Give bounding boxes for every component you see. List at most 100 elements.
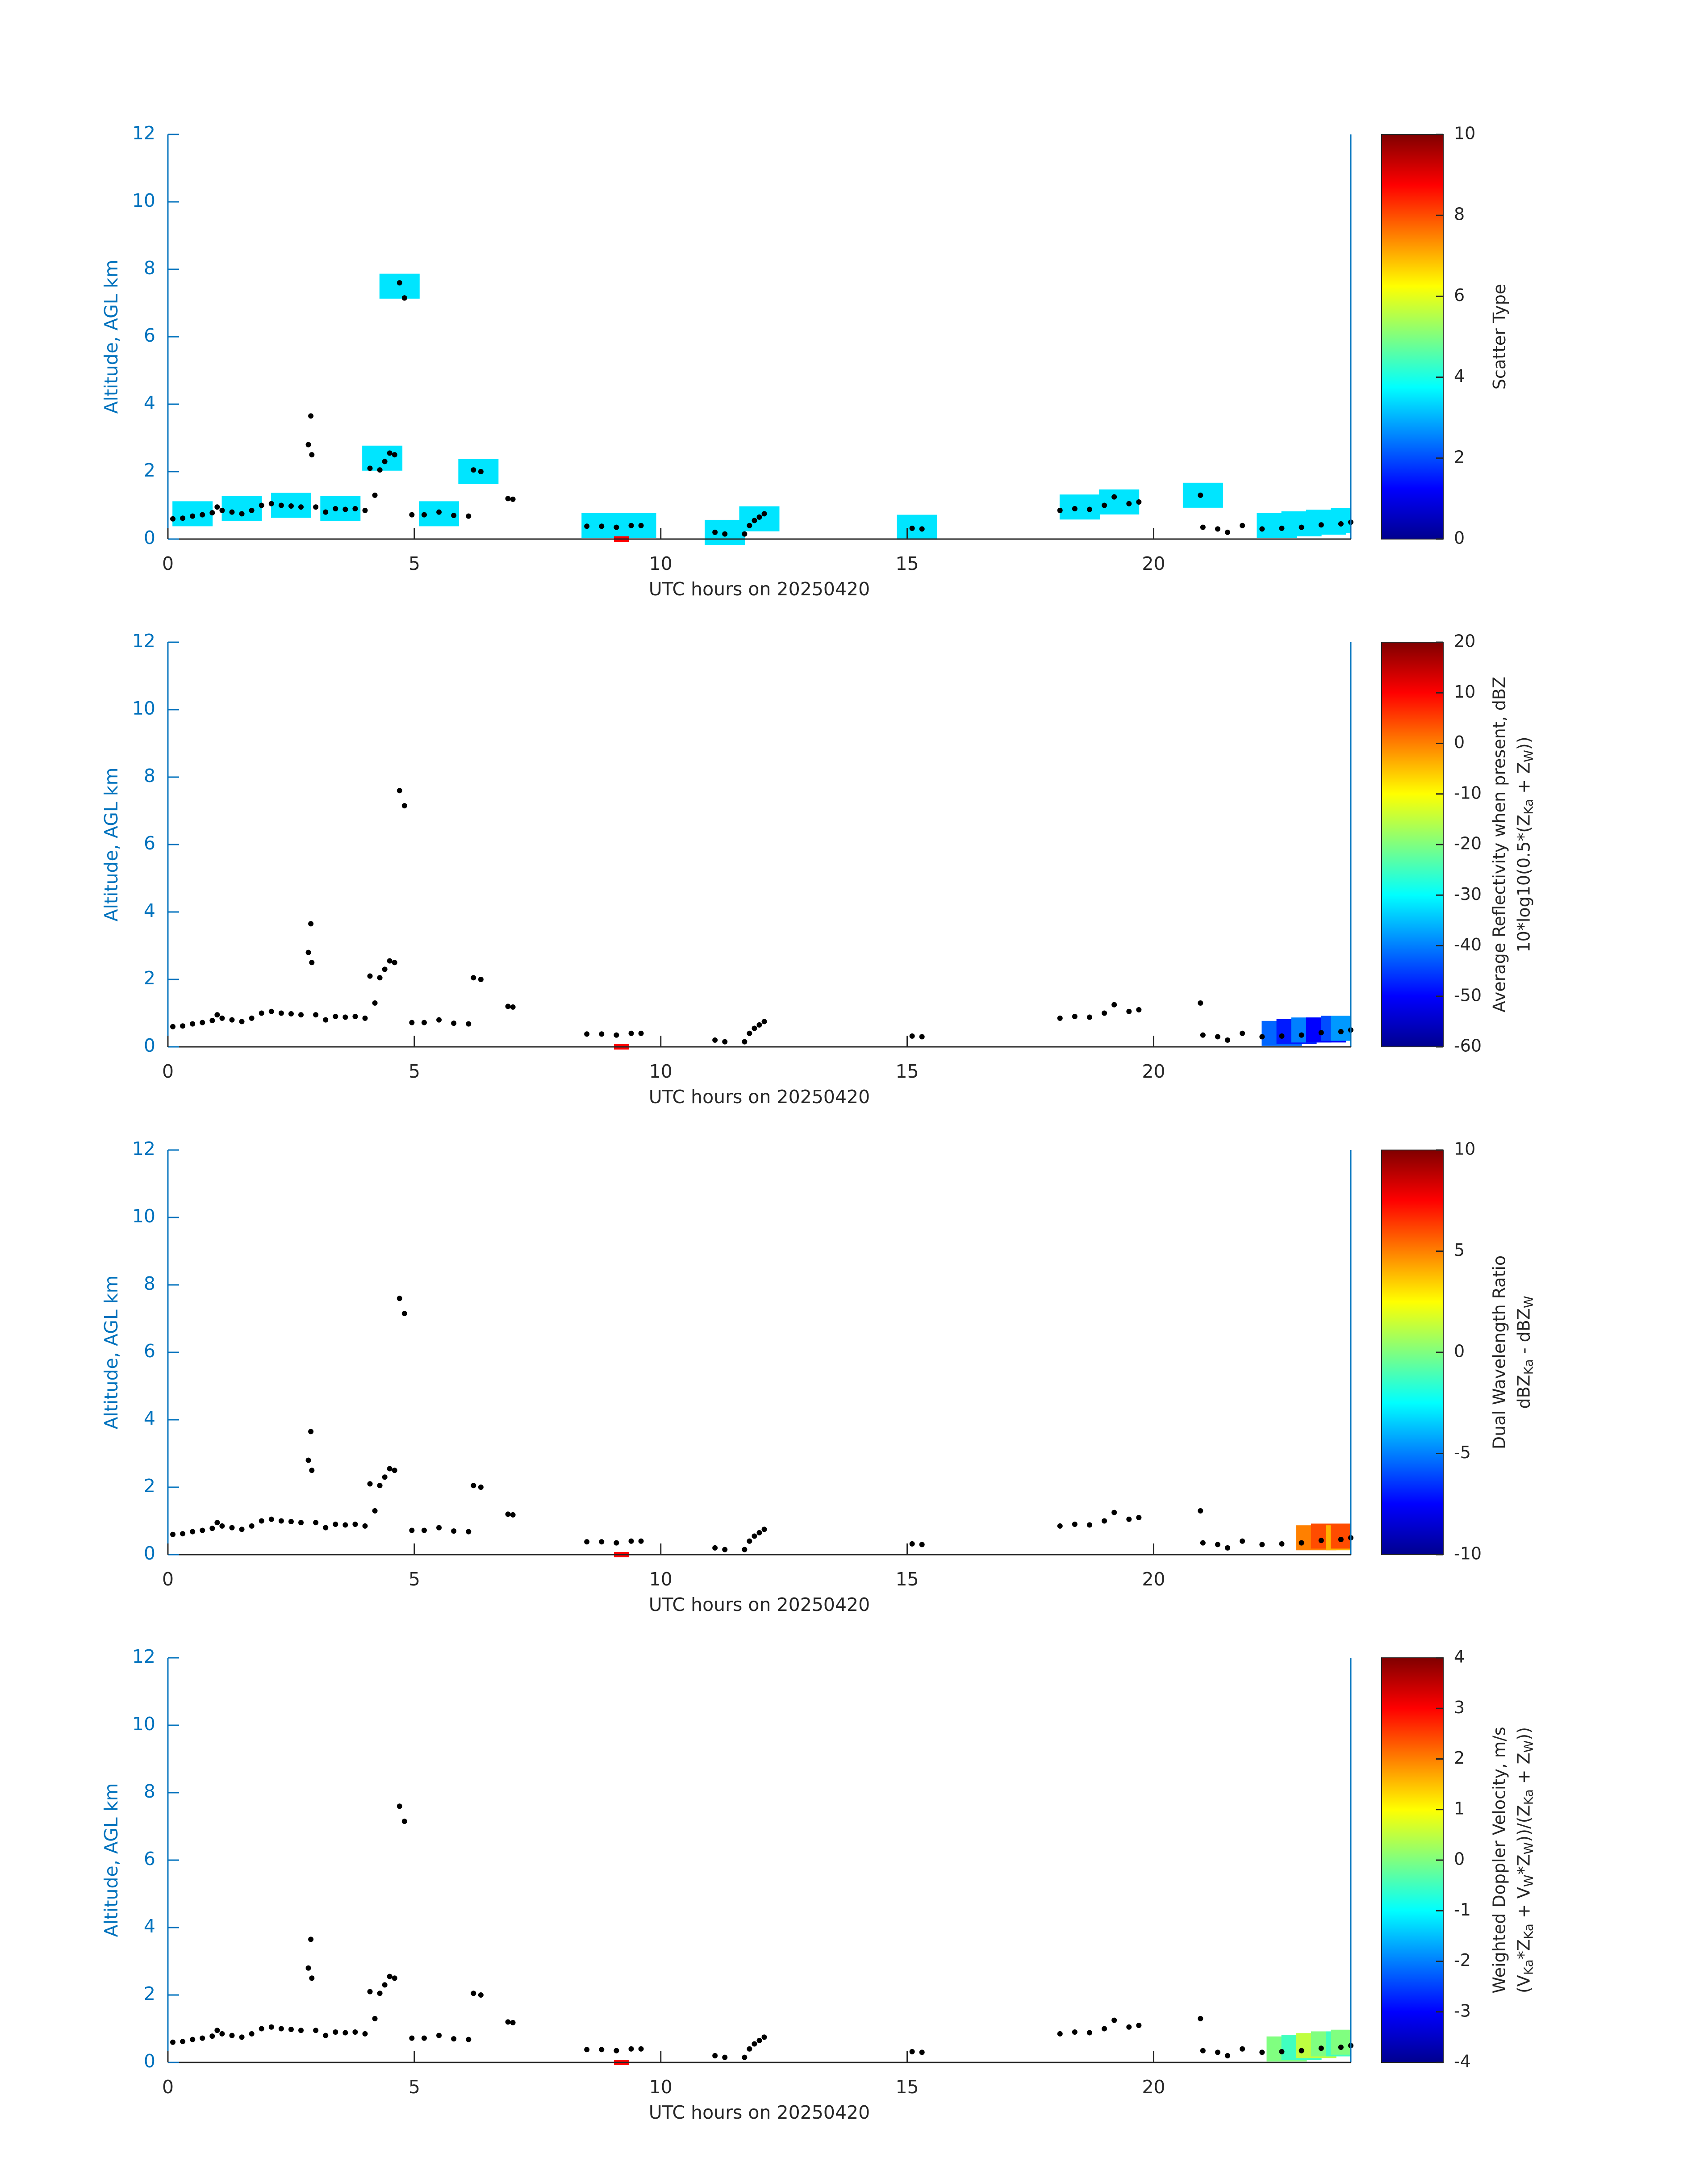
data-point <box>1259 1542 1265 1547</box>
data-point <box>392 1975 397 1981</box>
y-tick-label: 10 <box>132 1713 155 1735</box>
data-point <box>1215 2049 1220 2055</box>
colorbar-label-part: Ka <box>1521 1359 1536 1375</box>
y-tick-label: 8 <box>144 765 155 786</box>
colorbar-label: Average Reflectivity when present, dBZ <box>1489 677 1509 1012</box>
colorbar-tick-label: 8 <box>1454 205 1465 224</box>
data-point <box>259 1010 264 1016</box>
y-tick-label: 12 <box>132 122 155 144</box>
colorbar-label-part: )) <box>1514 736 1533 750</box>
y-tick-label: 8 <box>144 1273 155 1294</box>
data-point <box>1102 1518 1107 1524</box>
data-point <box>372 1000 378 1006</box>
data-point <box>1240 1030 1245 1036</box>
data-point <box>584 2047 590 2053</box>
data-point <box>1299 524 1304 530</box>
data-point <box>229 2033 235 2038</box>
data-point <box>401 295 407 301</box>
colorbar-tick-label: 0 <box>1454 1342 1465 1361</box>
data-point <box>466 1021 472 1027</box>
data-point <box>372 492 378 498</box>
colorbar-tick-label: 2 <box>1454 1748 1465 1768</box>
data-point <box>471 1991 476 1996</box>
data-point <box>180 1023 186 1029</box>
data-point <box>229 1525 235 1531</box>
data-point <box>239 511 245 517</box>
colorbar-label-part: *Z <box>1514 1939 1533 1959</box>
data-point <box>170 2039 176 2045</box>
colorbar-tick-label: -40 <box>1454 935 1482 954</box>
y-tick-label: 2 <box>144 967 155 989</box>
data-point <box>362 2031 368 2037</box>
data-point <box>742 1547 748 1552</box>
data-point <box>313 2028 319 2033</box>
data-point <box>288 503 294 509</box>
y-tick-label: 10 <box>132 190 155 211</box>
data-point <box>1072 506 1077 512</box>
data-point <box>397 1803 402 1809</box>
data-point <box>505 1511 511 1517</box>
data-point <box>214 1012 220 1018</box>
data-point <box>239 1019 245 1025</box>
data-point <box>761 511 767 517</box>
colorbar-tick-label: -5 <box>1454 1443 1471 1462</box>
data-point <box>209 1526 215 1531</box>
data-point <box>1057 2031 1063 2037</box>
data-point <box>249 507 255 513</box>
data-point <box>752 1533 757 1539</box>
data-point <box>919 1542 925 1547</box>
data-point <box>200 1527 205 1533</box>
data-point <box>259 2026 264 2032</box>
shading-cell <box>379 273 420 299</box>
x-tick-label: 15 <box>896 553 919 574</box>
data-point <box>1299 1032 1304 1038</box>
data-point <box>712 529 718 535</box>
y-axis-label: Altitude, AGL km <box>100 768 122 922</box>
shading-cell <box>1059 494 1100 520</box>
shading-cell <box>1331 1016 1351 1041</box>
colorbar-label: (VKa*ZKa + VW*ZW))/(ZKa + ZW)) <box>1514 1727 1536 1993</box>
data-point <box>638 1538 644 1544</box>
y-tick-label: 0 <box>144 1035 155 1056</box>
data-point <box>599 1031 605 1037</box>
data-point <box>180 515 186 521</box>
data-point <box>309 960 315 966</box>
data-point <box>471 467 476 473</box>
colorbar-tick-label: -1 <box>1454 1900 1471 1920</box>
data-point <box>309 452 315 458</box>
x-tick-label: 10 <box>649 1061 672 1082</box>
colorbar-tick-label: 3 <box>1454 1698 1465 1717</box>
data-point <box>397 788 402 794</box>
colorbar-tick-label: 6 <box>1454 285 1465 305</box>
data-point <box>268 501 274 506</box>
panel: 0 2 4 6 8 10 12 0 5 10 15 20 UTC hours on 20250420 Al… <box>100 1138 1536 1615</box>
colorbar-tick-label: 20 <box>1454 632 1475 651</box>
data-point <box>722 531 728 537</box>
data-point <box>466 2037 472 2042</box>
data-point <box>387 450 393 456</box>
shading-cell <box>221 496 262 522</box>
data-point <box>1087 2030 1093 2036</box>
data-point <box>1240 2046 1245 2052</box>
data-point <box>1111 1002 1117 1008</box>
data-point <box>909 1033 915 1039</box>
y-tick-label: 12 <box>132 1138 155 1159</box>
data-point <box>180 1531 186 1537</box>
x-tick-label: 20 <box>1142 1061 1165 1082</box>
data-point <box>333 2029 338 2035</box>
data-point <box>1072 2029 1077 2035</box>
data-point <box>761 1527 767 1532</box>
data-point <box>1338 1029 1344 1035</box>
data-point <box>401 1311 407 1317</box>
data-point <box>628 523 634 528</box>
data-point <box>387 1974 393 1979</box>
data-point <box>377 1483 383 1489</box>
y-tick-label: 12 <box>132 630 155 652</box>
data-point <box>1087 1522 1093 1528</box>
colorbar-tick-label: -10 <box>1454 1544 1482 1564</box>
data-point <box>1198 1000 1203 1006</box>
y-tick-label: 0 <box>144 1543 155 1564</box>
data-point <box>305 949 311 955</box>
data-point <box>510 1004 516 1010</box>
